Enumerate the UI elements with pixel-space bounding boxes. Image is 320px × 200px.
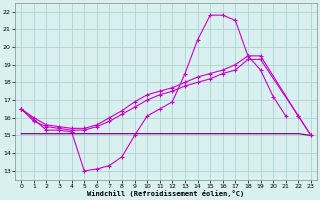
X-axis label: Windchill (Refroidissement éolien,°C): Windchill (Refroidissement éolien,°C): [87, 190, 245, 197]
